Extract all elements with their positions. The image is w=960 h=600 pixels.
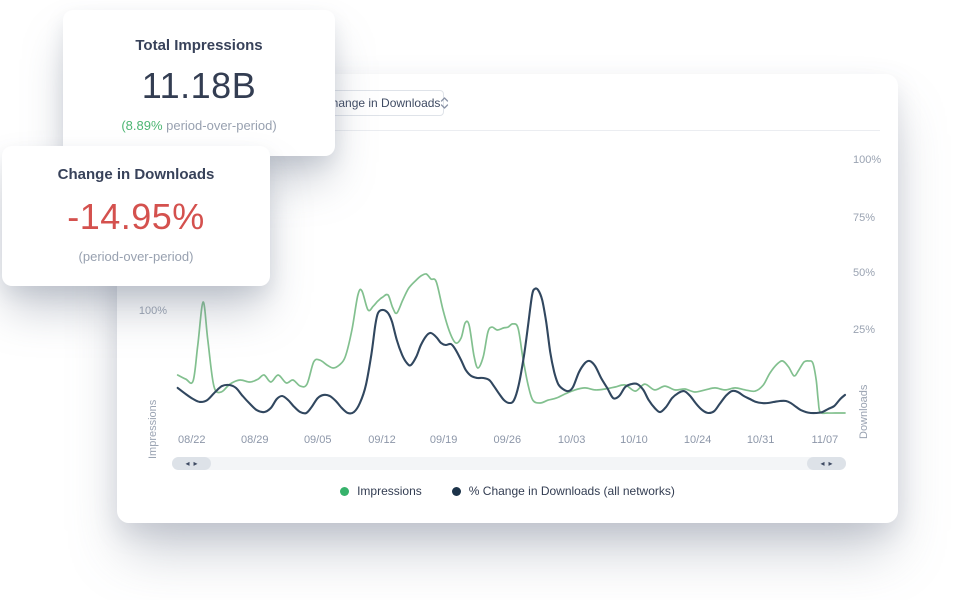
chart-scrollbar-track[interactable]: ◂ ▸ ◂ ▸ [172,457,846,470]
stat-card-delta-suffix: period-over-period) [162,118,277,133]
stat-card-change-in-downloads: Change in Downloads -14.95% (period-over… [2,146,270,286]
stat-card-value: 11.18B [141,65,257,106]
scrollbar-right-pill[interactable]: ◂ ▸ [807,457,846,470]
stat-card-total-impressions: Total Impressions 11.18B (8.89% period-o… [63,10,335,156]
right-axis-tick: 50% [853,267,876,279]
metric-dropdown-value: Change in Downloads [323,96,441,110]
scrollbar-left-pill[interactable]: ◂ ▸ [172,457,211,470]
scroll-left-icon[interactable]: ◂ [820,459,825,468]
updown-chevron-icon [441,97,449,109]
right-axis-tick: 25% [853,324,876,336]
x-tick-label: 08/22 [177,434,206,446]
scroll-right-icon[interactable]: ▸ [193,459,198,468]
x-axis-ticks: 08/22 08/29 09/05 09/12 09/19 09/26 10/03 10/10… [175,434,845,448]
scroll-left-icon[interactable]: ◂ [185,459,190,468]
right-axis-tick: 75% [853,212,876,224]
stat-card-delta: (8.89% [121,118,163,133]
legend-item[interactable]: % Change in Downloads (all networks) [451,484,675,498]
left-axis-tick: 100% [138,305,167,317]
x-tick-label: 09/05 [303,434,332,446]
x-tick-label: 09/19 [429,434,458,446]
stat-card-subtext: (period-over-period) [78,249,194,264]
series-line-impressions [176,273,846,415]
legend-item[interactable]: Impressions [340,484,422,498]
stat-card-subtext: (8.89% period-over-period) [63,118,335,133]
chart-legend: Impressions % Change in Downloads (all ne… [117,484,898,498]
scroll-right-icon[interactable]: ▸ [828,459,833,468]
right-axis-tick: 100% [853,154,882,166]
x-tick-label: 10/24 [683,434,712,446]
x-tick-label: 10/31 [746,434,775,446]
right-axis-label: Downloads [858,384,870,439]
header-divider [135,130,880,131]
plot-area [175,145,847,435]
legend-dot-icon [451,486,461,496]
stat-card-value: -14.95% [67,196,205,237]
legend-label: % Change in Downloads (all networks) [468,484,675,498]
x-tick-label: 10/10 [620,434,648,446]
x-tick-label: 11/07 [811,434,839,446]
x-tick-label: 09/26 [493,434,522,446]
stat-card-title: Total Impressions [135,37,263,54]
stat-card-title: Change in Downloads [57,166,215,183]
x-tick-label: 08/29 [240,434,269,446]
legend-dot-icon [340,486,350,496]
x-tick-label: 10/03 [557,434,586,446]
legend-label: Impressions [357,484,422,498]
left-axis-label: Impressions [147,399,159,459]
x-tick-label: 09/12 [368,434,396,446]
chart-svg [176,273,847,415]
series-line-downloads-change [176,287,847,415]
